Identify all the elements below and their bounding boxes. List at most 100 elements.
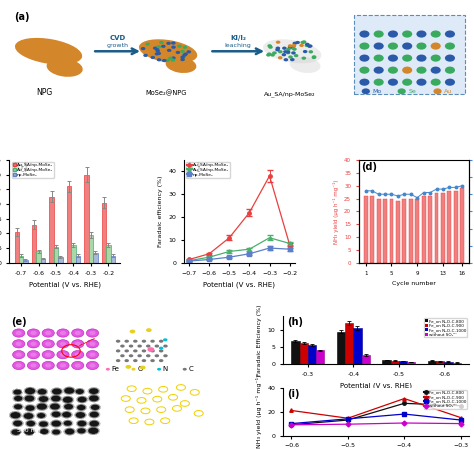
Circle shape xyxy=(163,354,168,357)
Bar xyxy=(292,341,300,364)
Circle shape xyxy=(270,53,275,57)
Bar xyxy=(353,328,362,364)
Circle shape xyxy=(278,56,283,59)
Circle shape xyxy=(11,429,21,435)
Bar xyxy=(390,198,393,263)
Circle shape xyxy=(286,50,290,53)
Bar xyxy=(436,361,445,364)
FancyBboxPatch shape xyxy=(355,15,465,93)
Circle shape xyxy=(120,354,125,357)
Bar xyxy=(435,194,438,263)
Bar xyxy=(422,196,426,263)
Bar xyxy=(71,245,76,263)
Circle shape xyxy=(288,44,292,48)
Text: (d): (d) xyxy=(361,162,377,172)
Circle shape xyxy=(163,338,167,341)
Circle shape xyxy=(155,354,159,357)
Circle shape xyxy=(402,54,412,62)
Circle shape xyxy=(27,329,40,337)
Text: (c): (c) xyxy=(186,162,201,172)
Circle shape xyxy=(150,359,155,362)
Circle shape xyxy=(275,48,280,52)
Legend: Fe_xn N₂O-C-800, Fe_xn N₂O-C-900, Fe_xn N₂O-C-1000, without SO₄²⁻: Fe_xn N₂O-C-800, Fe_xn N₂O-C-900, Fe_xn … xyxy=(424,390,467,409)
Bar xyxy=(441,194,445,263)
Circle shape xyxy=(290,58,295,61)
Bar xyxy=(308,345,316,364)
Circle shape xyxy=(305,44,309,47)
Circle shape xyxy=(416,31,427,38)
Circle shape xyxy=(52,430,60,435)
Circle shape xyxy=(374,43,384,50)
Bar xyxy=(383,198,387,263)
Bar xyxy=(76,255,80,263)
Circle shape xyxy=(165,59,170,62)
Circle shape xyxy=(157,58,161,62)
Bar xyxy=(364,196,368,263)
Circle shape xyxy=(142,340,146,343)
Circle shape xyxy=(288,45,292,48)
Circle shape xyxy=(181,56,186,59)
Circle shape xyxy=(24,429,34,435)
Circle shape xyxy=(266,53,271,57)
Circle shape xyxy=(275,47,280,50)
Bar xyxy=(32,224,36,263)
Circle shape xyxy=(88,427,99,434)
Circle shape xyxy=(282,53,286,56)
Circle shape xyxy=(72,361,84,370)
Circle shape xyxy=(182,368,187,370)
Circle shape xyxy=(16,363,22,368)
Circle shape xyxy=(60,342,66,346)
Circle shape xyxy=(133,359,137,362)
Legend: Au_SA/np-MoSe₂, Au_SA/np-MoSe₂, np-MoSe₂: Au_SA/np-MoSe₂, Au_SA/np-MoSe₂, np-MoSe₂ xyxy=(12,162,54,177)
Circle shape xyxy=(30,331,36,335)
Circle shape xyxy=(177,44,182,48)
Ellipse shape xyxy=(165,57,196,73)
Circle shape xyxy=(131,368,136,370)
Circle shape xyxy=(359,66,370,74)
Ellipse shape xyxy=(290,57,320,73)
Circle shape xyxy=(72,351,84,359)
Circle shape xyxy=(295,41,300,44)
Ellipse shape xyxy=(15,38,82,65)
Ellipse shape xyxy=(263,39,321,63)
Bar xyxy=(453,363,461,364)
Bar xyxy=(337,331,345,364)
Circle shape xyxy=(302,40,307,44)
Bar xyxy=(93,253,98,263)
Circle shape xyxy=(36,403,47,410)
Circle shape xyxy=(64,387,74,394)
Text: KI/I₂: KI/I₂ xyxy=(230,35,246,41)
Circle shape xyxy=(359,54,370,62)
Bar xyxy=(370,196,374,263)
Bar xyxy=(110,255,115,263)
Bar xyxy=(460,188,464,263)
Circle shape xyxy=(64,404,73,409)
Circle shape xyxy=(42,340,55,348)
Circle shape xyxy=(86,340,99,348)
Circle shape xyxy=(12,329,25,337)
Circle shape xyxy=(30,352,36,357)
Circle shape xyxy=(72,340,84,348)
Circle shape xyxy=(13,389,22,395)
Bar xyxy=(102,202,106,263)
Bar xyxy=(428,196,432,263)
Circle shape xyxy=(283,58,288,62)
Circle shape xyxy=(288,55,293,59)
Circle shape xyxy=(312,55,316,58)
Circle shape xyxy=(180,58,185,61)
Circle shape xyxy=(39,396,48,402)
Bar xyxy=(409,198,413,263)
Circle shape xyxy=(30,342,36,346)
Circle shape xyxy=(171,46,176,49)
Circle shape xyxy=(16,331,22,335)
Circle shape xyxy=(278,50,283,53)
X-axis label: Potential (V vs. RHE): Potential (V vs. RHE) xyxy=(340,382,412,389)
Circle shape xyxy=(146,328,152,332)
Text: O: O xyxy=(137,366,143,372)
Circle shape xyxy=(77,428,86,434)
Circle shape xyxy=(162,59,166,62)
Ellipse shape xyxy=(46,58,83,77)
Circle shape xyxy=(90,363,96,368)
Circle shape xyxy=(125,359,129,362)
Circle shape xyxy=(75,412,85,418)
